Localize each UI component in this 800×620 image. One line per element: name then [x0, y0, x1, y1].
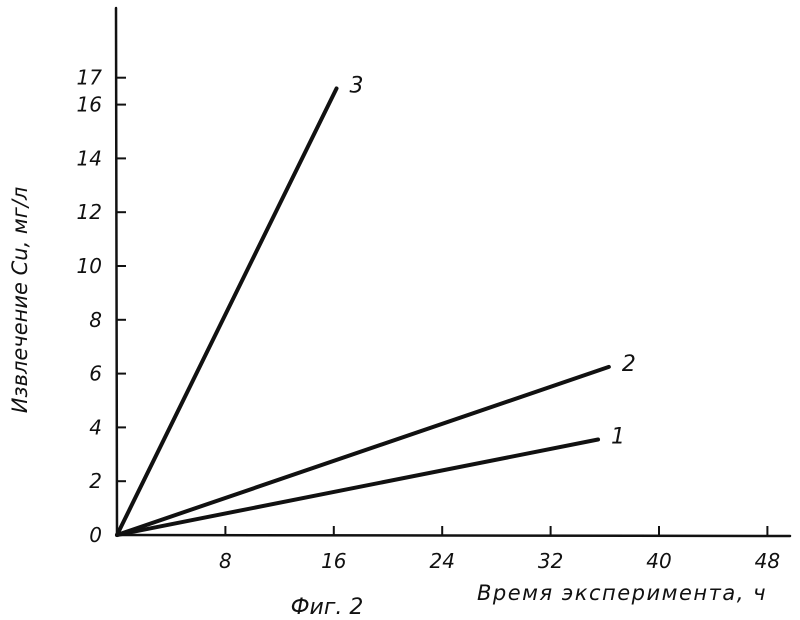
figure-caption: Фиг. 2 [291, 595, 364, 620]
y-tick-label-8: 8 [89, 308, 102, 332]
x-ticks: 8 16 24 32 40 48 [219, 526, 780, 573]
x-tick-label-8: 8 [219, 549, 232, 573]
x-tick-label-32: 32 [538, 549, 563, 573]
x-tick-label-40: 40 [646, 549, 671, 573]
y-tick-label-14: 14 [77, 146, 102, 170]
y-tick-label-2: 2 [89, 469, 102, 493]
y-tick-label-16: 16 [77, 93, 102, 117]
y-axis [116, 8, 117, 535]
series-lines: 1 2 3 [117, 73, 636, 535]
series-3-line [117, 88, 337, 535]
y-tick-label-0: 0 [89, 523, 102, 547]
series-2-label: 2 [622, 352, 636, 377]
y-tick-label-6: 6 [89, 362, 102, 386]
x-axis [117, 535, 790, 536]
axes [116, 8, 790, 536]
y-ticks: 0 2 4 6 8 10 12 14 16 17 [77, 66, 126, 547]
x-tick-label-16: 16 [321, 549, 346, 573]
x-tick-label-24: 24 [429, 549, 454, 573]
x-tick-label-48: 48 [755, 549, 780, 573]
y-tick-label-10: 10 [77, 254, 102, 278]
series-1-label: 1 [611, 425, 625, 450]
x-axis-title: Время эксперимента, ч [477, 581, 767, 605]
series-3-label: 3 [350, 73, 364, 98]
y-tick-label-17: 17 [77, 66, 103, 90]
y-tick-label-12: 12 [77, 200, 102, 224]
y-tick-label-4: 4 [89, 415, 102, 439]
y-axis-title: Извлечение Cu, мг/л [8, 187, 32, 414]
